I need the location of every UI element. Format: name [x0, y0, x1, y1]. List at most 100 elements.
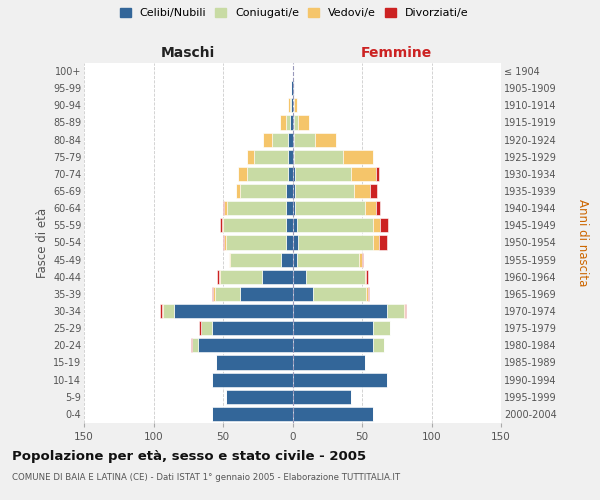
Bar [262, 270, 293, 284]
Bar [224, 236, 226, 250]
Bar [212, 372, 293, 386]
Bar [281, 252, 293, 266]
Bar [212, 287, 213, 301]
Text: COMUNE DI BAIA E LATINA (CE) - Dati ISTAT 1° gennaio 2005 - Elaborazione TUTTITA: COMUNE DI BAIA E LATINA (CE) - Dati ISTA… [12, 472, 400, 482]
Bar [247, 167, 289, 181]
Bar [213, 287, 215, 301]
Bar [293, 150, 294, 164]
Bar [272, 132, 289, 146]
Bar [160, 304, 162, 318]
Bar [191, 338, 193, 352]
Bar [366, 270, 368, 284]
Bar [230, 252, 281, 266]
Bar [286, 184, 293, 198]
Bar [295, 184, 353, 198]
Bar [289, 98, 290, 112]
Bar [229, 252, 230, 266]
Bar [239, 287, 293, 301]
Bar [175, 304, 293, 318]
Bar [221, 218, 223, 232]
Bar [238, 167, 247, 181]
Bar [293, 116, 294, 130]
Bar [226, 390, 293, 404]
Bar [163, 304, 175, 318]
Bar [293, 81, 294, 95]
Bar [162, 304, 163, 318]
Bar [212, 407, 293, 421]
Bar [293, 304, 387, 318]
Bar [293, 338, 373, 352]
Bar [353, 184, 370, 198]
Bar [293, 287, 313, 301]
Bar [289, 167, 293, 181]
Bar [226, 236, 286, 250]
Bar [219, 270, 220, 284]
Bar [295, 167, 351, 181]
Text: Popolazione per età, sesso e stato civile - 2005: Popolazione per età, sesso e stato civil… [12, 450, 366, 463]
Bar [295, 201, 365, 215]
Bar [217, 270, 219, 284]
Bar [373, 321, 390, 335]
Bar [293, 321, 373, 335]
Bar [254, 150, 289, 164]
Bar [216, 356, 293, 370]
Text: Femmine: Femmine [361, 46, 433, 60]
Bar [293, 201, 295, 215]
Bar [293, 98, 294, 112]
Bar [289, 150, 293, 164]
Bar [290, 98, 291, 112]
Bar [293, 236, 298, 250]
Bar [343, 150, 373, 164]
Y-axis label: Anni di nascita: Anni di nascita [576, 199, 589, 286]
Bar [293, 218, 296, 232]
Bar [351, 167, 376, 181]
Bar [380, 218, 388, 232]
Bar [294, 150, 343, 164]
Bar [293, 270, 307, 284]
Bar [239, 184, 286, 198]
Bar [366, 287, 368, 301]
Text: Maschi: Maschi [161, 46, 215, 60]
Bar [224, 201, 227, 215]
Bar [296, 252, 359, 266]
Bar [227, 201, 286, 215]
Bar [215, 287, 239, 301]
Bar [307, 270, 365, 284]
Bar [247, 150, 254, 164]
Bar [376, 167, 379, 181]
Bar [368, 287, 369, 301]
Bar [313, 287, 366, 301]
Bar [373, 338, 384, 352]
Bar [387, 304, 404, 318]
Bar [293, 407, 373, 421]
Bar [223, 236, 224, 250]
Bar [296, 218, 373, 232]
Y-axis label: Fasce di età: Fasce di età [35, 208, 49, 278]
Bar [294, 116, 298, 130]
Bar [405, 304, 406, 318]
Bar [298, 116, 309, 130]
Legend: Celibi/Nubili, Coniugati/e, Vedovi/e, Divorziati/e: Celibi/Nubili, Coniugati/e, Vedovi/e, Di… [118, 6, 470, 20]
Bar [220, 270, 262, 284]
Bar [220, 218, 221, 232]
Bar [293, 372, 387, 386]
Bar [298, 236, 373, 250]
Bar [370, 184, 377, 198]
Bar [199, 321, 201, 335]
Bar [223, 201, 224, 215]
Bar [373, 218, 380, 232]
Bar [293, 132, 294, 146]
Bar [359, 252, 362, 266]
Bar [289, 132, 293, 146]
Bar [286, 218, 293, 232]
Bar [294, 98, 296, 112]
Bar [291, 98, 293, 112]
Bar [263, 132, 272, 146]
Bar [286, 236, 293, 250]
Bar [373, 236, 379, 250]
Bar [376, 201, 380, 215]
Bar [223, 218, 286, 232]
Bar [315, 132, 335, 146]
Bar [291, 81, 293, 95]
Bar [212, 321, 293, 335]
